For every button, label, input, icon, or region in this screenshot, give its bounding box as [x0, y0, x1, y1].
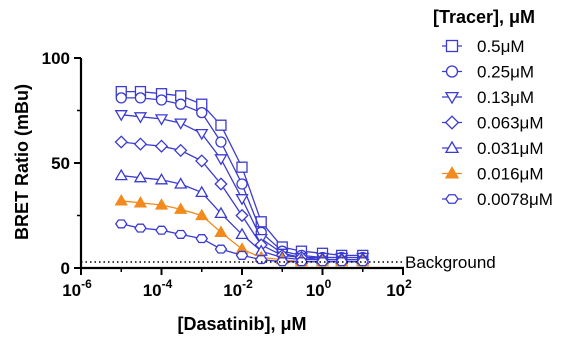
y-tick-label: 100: [42, 49, 70, 68]
data-point: [154, 114, 169, 126]
series-6: [114, 219, 370, 267]
plot-series-group: [114, 85, 370, 267]
data-point: [215, 136, 227, 148]
data-point: [134, 223, 147, 233]
data-point: [195, 154, 209, 168]
data-point: [114, 110, 128, 122]
legend-marker: [445, 65, 459, 78]
data-point: [175, 98, 187, 110]
data-point: [295, 257, 308, 267]
legend-label: 0.25μM: [477, 63, 534, 82]
data-point: [275, 257, 289, 267]
legend-label: 0.031μM: [477, 139, 544, 158]
data-point: [236, 161, 248, 173]
data-point: [214, 244, 228, 254]
legend-label: 0.016μM: [477, 165, 544, 184]
background-label: Background: [405, 253, 496, 272]
legend-label: 0.0078μM: [477, 190, 553, 209]
legend-marker: [445, 39, 459, 53]
data-point: [195, 208, 209, 221]
legend-marker: [444, 140, 460, 154]
data-point: [356, 257, 370, 267]
y-tick-label: 50: [51, 154, 70, 173]
data-point: [154, 173, 169, 185]
data-point: [133, 196, 148, 208]
data-point: [214, 154, 228, 166]
data-point: [115, 92, 127, 104]
x-axis-title: [Dasatinib], μM: [177, 314, 306, 334]
legend-marker: [444, 166, 460, 179]
legend-marker: [444, 91, 460, 105]
data-point: [235, 227, 249, 240]
legend-item: 0.063μM: [442, 114, 544, 133]
legend-title: [Tracer], μM: [433, 7, 535, 27]
y-tick-label: 0: [61, 259, 70, 278]
data-point: [154, 198, 169, 210]
y-axis-title: BRET Ratio (mBu): [12, 84, 32, 240]
legend-item: 0.016μM: [442, 165, 544, 184]
legend-item: 0.13μM: [442, 88, 534, 107]
data-point: [154, 139, 169, 153]
x-tick-label: 10-6: [62, 277, 92, 300]
data-point: [133, 112, 148, 124]
data-point: [114, 219, 128, 229]
data-point: [174, 229, 187, 239]
data-point: [174, 202, 188, 214]
legend-item: 0.25μM: [442, 63, 534, 82]
data-point: [316, 257, 329, 267]
legend-item: 0.0078μM: [442, 190, 553, 209]
legend-item: 0.031μM: [442, 139, 544, 158]
data-point: [114, 135, 128, 149]
data-point: [155, 94, 168, 106]
data-point: [134, 92, 147, 104]
legend-label: 0.063μM: [477, 114, 544, 133]
data-point: [195, 185, 209, 198]
data-point: [215, 119, 227, 131]
legend-item: 0.5μM: [442, 37, 525, 56]
x-ticks-group: 10-6 10-4 10-2 100 102: [62, 268, 412, 300]
data-point: [214, 206, 228, 219]
data-point: [174, 177, 188, 189]
legend-marker: [445, 194, 459, 204]
data-point: [155, 225, 168, 235]
data-point: [214, 177, 228, 191]
legend-marker: [444, 115, 460, 130]
data-point: [235, 250, 249, 260]
data-point: [174, 118, 188, 130]
data-point: [196, 106, 208, 119]
data-point: [195, 128, 209, 141]
data-point: [133, 137, 148, 151]
data-point: [236, 178, 248, 190]
data-point: [235, 194, 249, 206]
y-ticks-group: 0 50 100: [42, 49, 81, 278]
x-tick-label: 10-2: [223, 277, 253, 300]
legend: 0.5μM 0.25μM 0.13μM 0.063μM 0.031μM 0.016μM 0.…: [442, 37, 553, 209]
data-point: [235, 208, 249, 223]
x-tick-label: 100: [306, 277, 332, 300]
data-point: [335, 257, 348, 267]
data-point: [114, 194, 128, 206]
legend-label: 0.5μM: [477, 37, 525, 56]
data-point: [214, 225, 228, 237]
legend-label: 0.13μM: [477, 88, 534, 107]
data-point: [114, 168, 128, 181]
data-point: [195, 234, 209, 244]
data-point: [254, 255, 268, 265]
data-point: [174, 143, 188, 158]
x-tick-label: 10-4: [143, 277, 173, 300]
data-point: [133, 170, 148, 183]
x-tick-label: 102: [386, 277, 412, 300]
